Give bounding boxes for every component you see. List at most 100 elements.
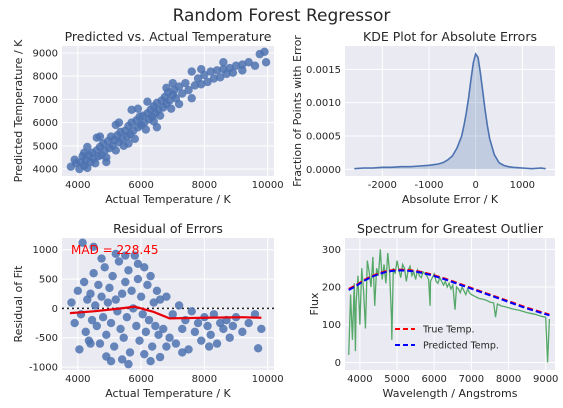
- predicted-temp-line: [348, 269, 550, 317]
- x-tick-label: 0: [472, 180, 478, 191]
- legend-label: Predicted Temp.: [423, 341, 499, 352]
- data-point: [91, 159, 100, 168]
- data-point: [146, 271, 155, 281]
- x-tick-label: 10000: [252, 374, 284, 385]
- data-point: [216, 73, 225, 82]
- y-tick-label: 300: [322, 245, 341, 256]
- y-tick-label: 9000: [33, 48, 58, 59]
- data-point: [102, 330, 111, 339]
- data-point: [94, 280, 103, 290]
- y-tick-label: 4000: [33, 165, 58, 176]
- data-point: [190, 81, 200, 90]
- data-point: [209, 74, 219, 83]
- data-point: [136, 292, 146, 301]
- legend-label: True Temp.: [422, 325, 475, 336]
- x-axis-label: Actual Temperature / K: [105, 387, 231, 400]
- data-point: [209, 310, 219, 319]
- y-tick-label: 200: [322, 283, 341, 294]
- y-axis-label: Fraction of Points with Error: [291, 35, 304, 187]
- data-point: [244, 58, 253, 67]
- data-point: [231, 61, 241, 70]
- x-tick-label: 4000: [65, 374, 90, 385]
- data-point: [78, 238, 87, 247]
- data-point: [193, 318, 203, 328]
- x-tick-label: 10000: [252, 180, 284, 191]
- y-tick-label: 100: [322, 320, 341, 331]
- data-point: [114, 257, 124, 266]
- data-point: [117, 355, 127, 364]
- data-point: [212, 66, 222, 75]
- data-point: [228, 321, 238, 331]
- y-tick-label: 0: [52, 304, 58, 315]
- y-tick-label: 500: [39, 275, 58, 286]
- data-point: [124, 266, 133, 275]
- data-point: [206, 67, 215, 76]
- data-point: [174, 301, 184, 310]
- y-tick-label: 6000: [33, 118, 58, 129]
- data-point: [111, 146, 120, 155]
- data-point: [128, 304, 138, 313]
- data-point: [162, 292, 171, 301]
- data-point: [141, 327, 151, 337]
- data-point: [73, 286, 83, 295]
- data-point: [197, 80, 206, 89]
- data-point: [86, 289, 95, 298]
- data-point: [253, 344, 263, 353]
- x-tick-label: 6000: [128, 180, 153, 191]
- data-point: [238, 60, 247, 69]
- panel-residual-of-errors: 4000 6000 8000 10000 -1000 -500 0 500 1000 MAD = …: [12, 221, 284, 400]
- data-point: [132, 321, 141, 331]
- data-point: [238, 327, 247, 337]
- x-axis-label: Wavelength / Angstroms: [383, 387, 518, 400]
- data-point: [127, 105, 136, 115]
- data-point: [181, 78, 190, 88]
- data-point: [110, 342, 119, 351]
- data-point: [155, 295, 165, 304]
- data-point: [146, 357, 155, 366]
- data-point: [102, 157, 111, 167]
- plot-area: [345, 46, 555, 176]
- data-point: [197, 65, 206, 74]
- y-tick-label: 5000: [33, 141, 58, 152]
- y-tick-label: 8000: [33, 72, 58, 83]
- data-point: [135, 336, 144, 345]
- data-point: [190, 327, 200, 337]
- panel-title: Residual of Errors: [113, 221, 223, 236]
- data-point: [70, 155, 79, 164]
- data-point: [159, 324, 168, 334]
- data-point: [140, 263, 149, 272]
- data-point: [151, 321, 160, 331]
- data-point: [144, 315, 154, 325]
- data-point: [204, 342, 214, 351]
- data-point: [162, 342, 171, 351]
- x-tick-label: 8000: [192, 374, 217, 385]
- data-point: [155, 111, 165, 120]
- panel-title: KDE Plot for Absolute Errors: [363, 29, 537, 44]
- data-point: [130, 251, 139, 260]
- data-point: [116, 324, 125, 334]
- data-point: [257, 324, 266, 334]
- data-point: [143, 97, 152, 106]
- data-point: [79, 277, 89, 287]
- x-tick-label: -1000: [414, 180, 443, 191]
- data-point: [70, 318, 79, 328]
- x-tick-label: 8000: [192, 180, 217, 191]
- data-point: [178, 324, 187, 334]
- data-point: [89, 269, 98, 278]
- x-tick-label: 8000: [496, 374, 521, 385]
- data-point: [168, 78, 177, 88]
- data-point: [154, 330, 163, 339]
- y-axis-label: Residual of Fit: [12, 265, 25, 343]
- data-point: [250, 61, 260, 70]
- data-point: [81, 327, 90, 337]
- data-point: [103, 298, 113, 307]
- data-point: [261, 58, 271, 67]
- data-point: [149, 298, 158, 307]
- y-axis-label: Predicted Temperature / K: [12, 39, 25, 183]
- data-point: [89, 242, 98, 251]
- x-axis-label: Actual Temperature / K: [105, 193, 231, 206]
- data-point: [108, 271, 117, 281]
- data-point: [165, 333, 174, 342]
- x-axis-label: Absolute Error / K: [402, 193, 499, 206]
